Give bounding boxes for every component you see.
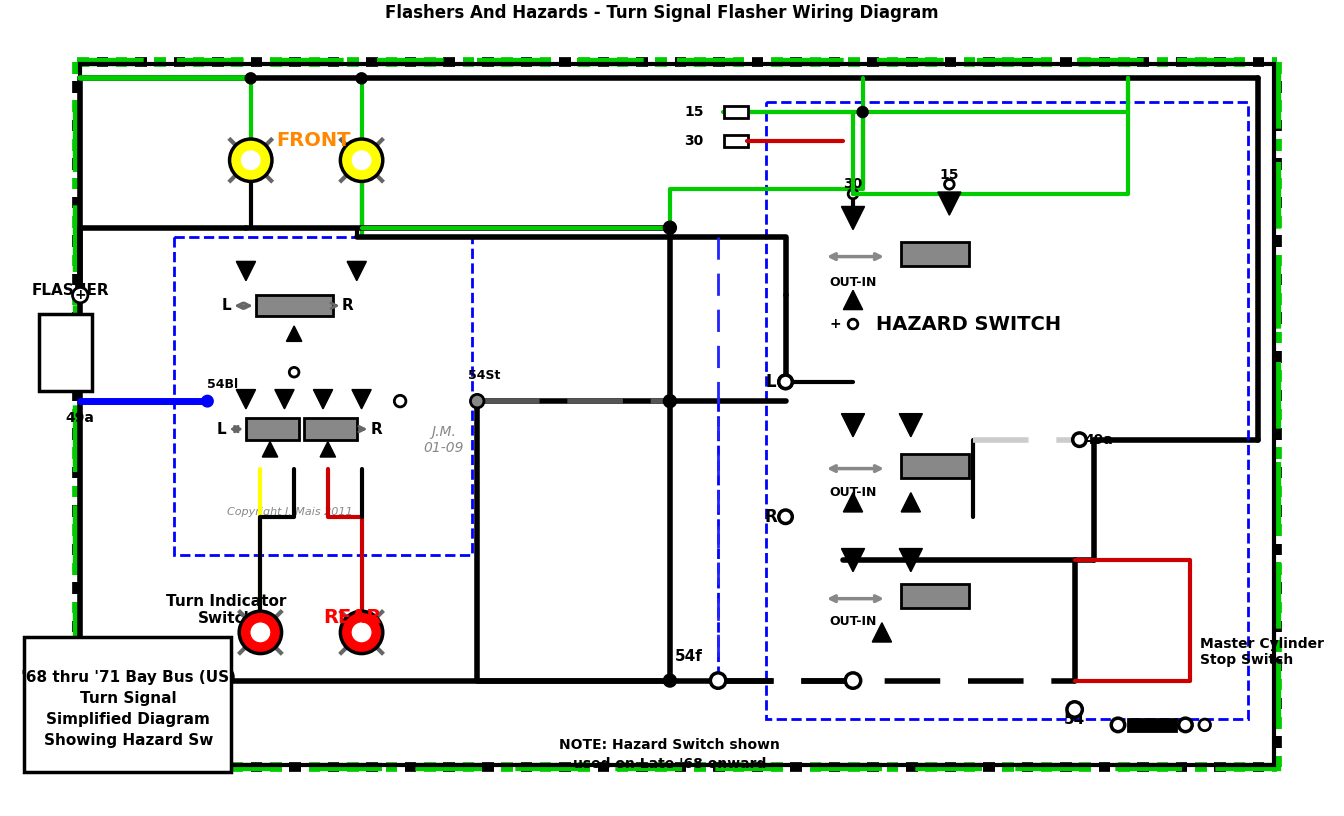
Circle shape (250, 622, 271, 643)
Bar (902, 584, 969, 608)
Text: OUT-IN: OUT-IN (829, 615, 876, 628)
Bar (902, 455, 969, 478)
Bar (24, 637, 231, 772)
Bar (39, 314, 91, 392)
Circle shape (239, 611, 282, 654)
Bar (902, 242, 969, 266)
Circle shape (340, 611, 383, 654)
Circle shape (351, 149, 372, 171)
Bar (304, 419, 356, 440)
Polygon shape (347, 261, 367, 281)
Text: FLASHER: FLASHER (32, 283, 110, 298)
Circle shape (1073, 433, 1086, 446)
Polygon shape (841, 548, 864, 572)
Circle shape (470, 394, 484, 408)
Title: Flashers And Hazards - Turn Signal Flasher Wiring Diagram: Flashers And Hazards - Turn Signal Flash… (386, 4, 939, 22)
Text: R: R (341, 298, 353, 313)
Text: 30: 30 (684, 134, 704, 148)
Circle shape (778, 375, 793, 388)
Circle shape (778, 510, 793, 524)
Bar (766, 103, 1249, 719)
Polygon shape (841, 414, 864, 437)
Polygon shape (352, 389, 371, 409)
Circle shape (351, 622, 372, 643)
Text: Master Cylinder
Stop Switch: Master Cylinder Stop Switch (1200, 636, 1324, 667)
Bar (173, 237, 472, 556)
Polygon shape (899, 548, 922, 572)
Text: 54St: 54St (468, 369, 500, 382)
Circle shape (1111, 718, 1125, 732)
Polygon shape (844, 290, 863, 309)
Text: 30: 30 (844, 177, 863, 191)
Circle shape (230, 139, 271, 181)
Text: NOTE: Hazard Switch shown
used on Late '68 onward: NOTE: Hazard Switch shown used on Late '… (559, 738, 781, 771)
Text: 49a: 49a (1085, 432, 1113, 446)
Circle shape (778, 375, 793, 388)
Circle shape (945, 180, 954, 189)
Bar (724, 106, 749, 118)
Text: '68 thru '71 Bay Bus (US)
Turn Signal
Simplified Diagram
Showing Hazard Sw: '68 thru '71 Bay Bus (US) Turn Signal Si… (22, 671, 237, 748)
Text: FRONT: FRONT (276, 131, 351, 150)
Polygon shape (899, 414, 922, 437)
Circle shape (1179, 718, 1192, 732)
Text: 54Bl: 54Bl (207, 379, 238, 392)
Circle shape (73, 287, 87, 303)
Text: 49a: 49a (66, 410, 94, 425)
Bar (81, 64, 1274, 765)
Circle shape (664, 395, 676, 407)
Circle shape (1199, 719, 1211, 730)
Polygon shape (320, 441, 336, 457)
Text: REAR: REAR (323, 609, 382, 628)
Circle shape (340, 139, 383, 181)
Bar (724, 135, 749, 147)
Text: OUT-IN: OUT-IN (829, 276, 876, 289)
Bar (255, 295, 333, 317)
Text: HAZARD SWITCH: HAZARD SWITCH (876, 314, 1062, 334)
Circle shape (241, 149, 261, 171)
Text: OUT-IN: OUT-IN (829, 486, 876, 499)
Text: 15: 15 (939, 167, 960, 182)
Circle shape (857, 107, 867, 117)
Circle shape (202, 395, 214, 407)
Circle shape (848, 189, 857, 199)
Polygon shape (286, 326, 302, 341)
Text: Turn Indicator
Switch: Turn Indicator Switch (167, 594, 286, 626)
Circle shape (664, 675, 676, 686)
Circle shape (711, 673, 726, 688)
Polygon shape (313, 389, 333, 409)
Circle shape (394, 395, 406, 407)
Text: R: R (370, 422, 382, 437)
Circle shape (664, 222, 676, 233)
Text: L: L (222, 298, 231, 313)
Text: +: + (829, 317, 841, 331)
Text: 54: 54 (1064, 712, 1085, 726)
Bar (246, 419, 298, 440)
Text: L: L (766, 373, 777, 391)
Polygon shape (938, 192, 961, 215)
Text: 15: 15 (684, 105, 704, 119)
Polygon shape (841, 206, 864, 229)
Circle shape (845, 673, 860, 688)
Polygon shape (872, 623, 891, 642)
Text: R: R (765, 508, 777, 526)
Bar (1128, 719, 1176, 730)
Text: +: + (1200, 718, 1211, 732)
Polygon shape (262, 441, 278, 457)
Polygon shape (902, 493, 921, 512)
Polygon shape (237, 389, 255, 409)
Polygon shape (844, 493, 863, 512)
Circle shape (289, 367, 298, 377)
Text: +: + (74, 288, 86, 302)
Circle shape (356, 73, 367, 83)
Text: L: L (216, 422, 227, 437)
Bar (78, 62, 1277, 767)
Circle shape (1067, 702, 1082, 717)
Circle shape (246, 73, 255, 83)
Circle shape (848, 319, 857, 329)
Polygon shape (237, 261, 255, 281)
Text: Copyright J. Mais 2011: Copyright J. Mais 2011 (227, 507, 352, 517)
Polygon shape (274, 389, 294, 409)
Text: J.M.
01-09: J.M. 01-09 (423, 424, 464, 455)
Text: 54f: 54f (675, 649, 703, 664)
